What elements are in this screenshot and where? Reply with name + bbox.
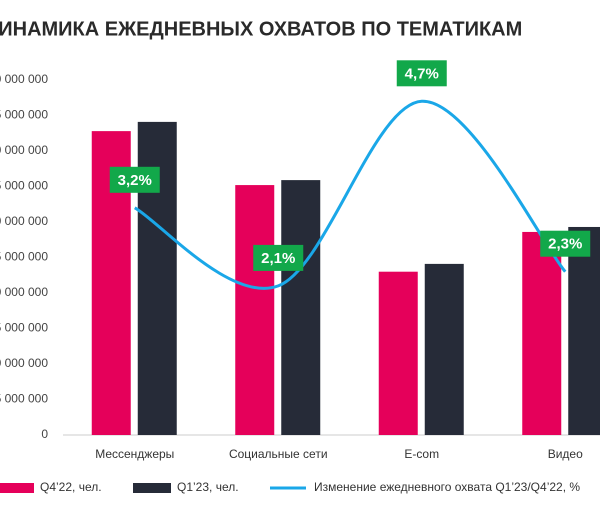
value-label: 4,7% bbox=[405, 65, 439, 82]
y-tick-label: 35 000 000 bbox=[0, 179, 48, 193]
value-label: 2,3% bbox=[548, 236, 582, 253]
bar bbox=[522, 231, 562, 435]
y-tick-label: 5 000 000 bbox=[0, 392, 48, 406]
y-tick-label: 20 000 000 bbox=[0, 285, 48, 299]
line bbox=[134, 99, 567, 290]
y-tick-label: 30 000 000 bbox=[0, 214, 48, 228]
x-tick-label: Видео bbox=[548, 447, 583, 461]
bar bbox=[235, 185, 275, 435]
value-label: 2,1% bbox=[261, 250, 295, 267]
y-tick-label: 10 000 000 bbox=[0, 356, 48, 370]
y-tick-label: 50 000 000 bbox=[0, 72, 48, 86]
value-label-box bbox=[109, 166, 160, 193]
value-label-box bbox=[253, 244, 304, 271]
y-tick-label: 0 bbox=[41, 427, 48, 441]
y-tick-label: 15 000 000 bbox=[0, 321, 48, 335]
legend-swatch bbox=[0, 483, 34, 493]
value-label-box bbox=[396, 60, 447, 87]
legend-label: Q4’22, чел. bbox=[40, 480, 102, 494]
legend-label: Q1’23, чел. bbox=[177, 480, 239, 494]
y-tick-label: 25 000 000 bbox=[0, 250, 48, 264]
y-tick-label: 40 000 000 bbox=[0, 143, 48, 157]
bar bbox=[568, 226, 600, 435]
y-tick-label: 45 000 000 bbox=[0, 108, 48, 122]
bar bbox=[281, 180, 321, 435]
x-tick-label: Социальные сети bbox=[229, 447, 328, 461]
bar bbox=[378, 271, 418, 435]
chart-title: ДИНАМИКА ЕЖЕДНЕВНЫХ ОХВАТОВ ПО ТЕМАТИКАМ bbox=[0, 18, 522, 40]
legend-label: Изменение ежедневного охвата Q1’23/Q4’22… bbox=[314, 480, 580, 494]
x-tick-label: E-com bbox=[404, 447, 439, 461]
legend-swatch bbox=[133, 483, 171, 493]
x-tick-label: Мессенджеры bbox=[95, 447, 174, 461]
bar bbox=[424, 263, 464, 435]
value-label-box bbox=[540, 230, 591, 257]
value-label: 3,2% bbox=[118, 172, 152, 189]
